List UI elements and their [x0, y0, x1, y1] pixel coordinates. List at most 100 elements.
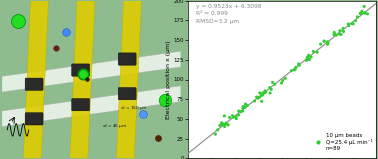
Point: [259, 100, 265, 103]
Point: [308, 56, 314, 58]
Polygon shape: [116, 1, 141, 158]
Point: [362, 12, 368, 14]
Point: [217, 124, 223, 127]
FancyBboxPatch shape: [25, 78, 43, 90]
Polygon shape: [23, 1, 48, 158]
Point: [296, 63, 302, 65]
Point: [350, 23, 356, 25]
Point: [325, 41, 331, 43]
Point: [259, 94, 265, 97]
Point: [240, 107, 246, 110]
Point: [238, 111, 244, 113]
Point: [331, 31, 337, 34]
Point: [255, 97, 261, 99]
Point: [272, 83, 278, 86]
Point: [324, 43, 330, 46]
Point: [362, 12, 368, 14]
Point: [219, 121, 225, 124]
Point: [267, 86, 273, 89]
Point: [306, 54, 312, 56]
Point: [355, 16, 361, 18]
Point: [333, 34, 339, 36]
Point: [263, 90, 269, 93]
Point: [341, 30, 347, 33]
Point: [305, 57, 311, 59]
Point: [220, 123, 226, 125]
Point: [270, 81, 276, 84]
Point: [304, 56, 310, 59]
FancyBboxPatch shape: [25, 113, 43, 125]
Point: [345, 23, 351, 25]
Point: [359, 12, 365, 15]
Text: $x_1 = 150\,\mu m$: $x_1 = 150\,\mu m$: [120, 104, 148, 112]
Point: [231, 116, 237, 118]
Point: [337, 29, 343, 32]
Point: [268, 88, 274, 91]
Point: [242, 106, 248, 109]
Point: [223, 123, 229, 125]
Point: [318, 43, 324, 45]
Point: [235, 114, 242, 116]
Point: [349, 22, 355, 25]
Point: [332, 33, 338, 35]
Point: [357, 12, 363, 15]
Point: [321, 40, 327, 43]
Point: [296, 64, 302, 67]
Point: [336, 33, 342, 35]
Polygon shape: [2, 51, 181, 92]
Point: [267, 92, 273, 94]
Point: [240, 110, 246, 112]
FancyBboxPatch shape: [72, 64, 90, 76]
Point: [229, 114, 235, 117]
Point: [218, 123, 225, 126]
Point: [233, 115, 239, 118]
Polygon shape: [2, 86, 181, 127]
Point: [227, 116, 233, 119]
Point: [292, 68, 298, 71]
Point: [331, 33, 337, 36]
Point: [352, 19, 358, 22]
Point: [340, 27, 346, 30]
Point: [215, 129, 221, 131]
Point: [364, 13, 370, 15]
FancyBboxPatch shape: [72, 99, 90, 111]
Point: [361, 5, 367, 8]
FancyBboxPatch shape: [118, 53, 136, 65]
Point: [240, 105, 246, 108]
Point: [222, 115, 228, 117]
Point: [282, 77, 288, 80]
Text: y = 0.9523x + 6.3098
R² = 0.999
RMSD=3.2 μm: y = 0.9523x + 6.3098 R² = 0.999 RMSD=3.2…: [196, 4, 261, 24]
Point: [262, 91, 268, 94]
Point: [325, 42, 331, 44]
Point: [225, 124, 231, 126]
FancyBboxPatch shape: [118, 87, 136, 100]
Point: [260, 93, 266, 96]
Y-axis label: Electrical position x (μm): Electrical position x (μm): [166, 40, 171, 119]
Point: [260, 92, 266, 94]
Point: [245, 104, 251, 107]
Point: [257, 92, 263, 94]
Point: [291, 69, 297, 71]
Point: [257, 96, 263, 98]
Point: [223, 122, 229, 124]
Point: [262, 90, 268, 92]
Point: [321, 40, 327, 42]
Legend: 10 μm beads
Q=25.4 μL min⁻¹
n=89: 10 μm beads Q=25.4 μL min⁻¹ n=89: [312, 132, 373, 152]
Point: [303, 59, 309, 62]
Point: [310, 50, 316, 53]
Point: [212, 133, 218, 135]
Point: [235, 110, 242, 112]
Point: [359, 10, 365, 13]
Point: [304, 58, 310, 61]
Point: [346, 24, 352, 27]
Point: [242, 103, 248, 105]
Point: [222, 125, 228, 128]
Point: [279, 82, 285, 84]
Polygon shape: [70, 1, 95, 158]
Point: [242, 106, 248, 108]
Point: [288, 69, 294, 72]
Point: [252, 100, 258, 102]
Point: [254, 96, 260, 98]
Point: [280, 79, 286, 82]
Point: [293, 66, 299, 69]
